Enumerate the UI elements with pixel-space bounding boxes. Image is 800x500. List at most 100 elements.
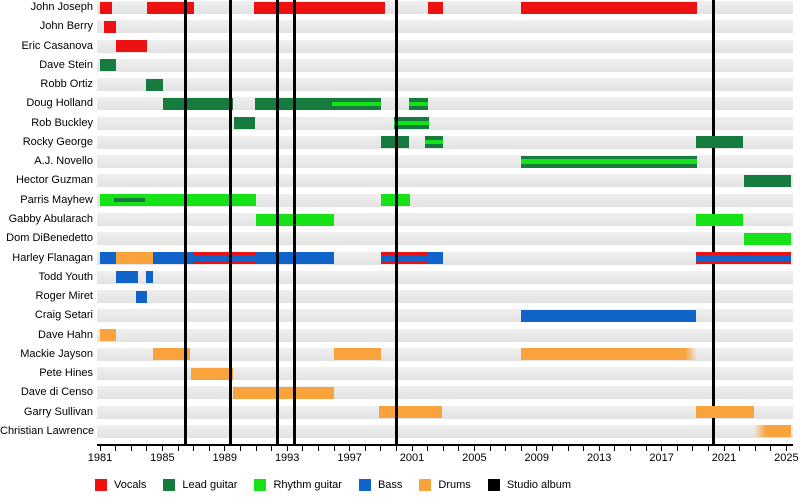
member-label: Craig Setari [34, 309, 93, 322]
axis-tick [692, 446, 694, 451]
axis-tick [645, 446, 647, 451]
axis-tick [614, 446, 616, 451]
member-label: Eric Casanova [21, 39, 93, 52]
timeline-bar-drums [695, 406, 754, 419]
axis-year-label: 2001 [399, 452, 425, 464]
member-label: Doug Holland [26, 97, 93, 110]
legend-swatch-bass [358, 479, 371, 491]
axis-tick [177, 446, 179, 451]
member-label: Roger Miret [35, 290, 93, 303]
row-track [97, 386, 793, 400]
timeline-bar-rhythm [743, 232, 792, 245]
member-label: Todd Youth [38, 270, 93, 283]
row-track [97, 135, 793, 149]
timeline-bar-vocals [427, 1, 444, 14]
axis-tick [239, 446, 241, 451]
member-label: Rocky George [22, 135, 93, 148]
axis-tick [208, 446, 210, 451]
secondary-role-stripe-rhythm [394, 121, 430, 126]
timeline-bar-lead [408, 97, 429, 110]
studio-album-line [394, 0, 398, 446]
member-label: Harley Flanagan [12, 251, 93, 264]
secondary-role-edge-vocals [380, 252, 428, 255]
axis-tick [598, 446, 600, 451]
axis-tick [707, 446, 709, 451]
row-track [97, 39, 793, 53]
axis-tick [115, 446, 117, 451]
member-label: Robb Ortiz [40, 78, 93, 91]
axis-tick [193, 446, 195, 451]
member-label: Dave Stein [39, 58, 93, 71]
axis-year-label: 1997 [337, 452, 362, 464]
secondary-role-stripe-rhythm [424, 140, 444, 145]
axis-tick [661, 446, 663, 451]
studio-album-line [183, 0, 187, 446]
timeline-bar-vocals [146, 1, 194, 14]
timeline-bar-bass [153, 252, 194, 264]
timeline-bar-bass [115, 271, 139, 284]
axis-tick [520, 446, 522, 451]
axis-tick [536, 446, 538, 451]
timeline-bar-vocals [521, 1, 698, 14]
member-label: Gabby Abularach [8, 213, 93, 225]
timeline-bar-bass [427, 252, 444, 264]
axis-tick [146, 446, 148, 451]
axis-tick [271, 446, 273, 451]
axis-tick [317, 446, 319, 451]
axis-tick [161, 446, 163, 451]
axis-tick [224, 446, 226, 451]
axis-tick [770, 446, 772, 451]
axis-year-label: 1985 [150, 452, 175, 464]
secondary-role-stripe-rhythm [408, 101, 429, 106]
member-label: Christian Lawrence [0, 424, 95, 437]
secondary-role-edge-vocals [695, 261, 792, 264]
timeline-bar-bass [100, 252, 117, 264]
timeline-bar-lead [163, 97, 234, 110]
axis-tick [489, 446, 491, 451]
legend-item-vocals: Vocals [95, 479, 146, 491]
axis-tick [255, 446, 257, 451]
member-label: Garry Sullivan [23, 405, 93, 418]
member-label: Pete Hines [39, 367, 93, 380]
timeline-bar-vocals [103, 20, 116, 33]
studio-album-line [292, 0, 296, 446]
x-axis-baseline [97, 444, 793, 446]
axis-tick [676, 446, 678, 451]
axis-tick [785, 446, 787, 451]
member-label: A.J. Novello [34, 155, 93, 168]
legend-item-bass: Bass [358, 479, 402, 491]
legend-label: Lead guitar [182, 479, 238, 491]
row-track [97, 20, 793, 34]
axis-tick [629, 446, 631, 451]
axis-year-label: 1993 [274, 452, 300, 464]
axis-year-label: 2013 [586, 452, 612, 464]
member-label: Dom DiBenedetto [6, 232, 93, 245]
timeline-bar-vocals [115, 40, 147, 52]
member-label: Dave Hahn [37, 328, 93, 341]
secondary-role-edge-vocals [380, 261, 428, 264]
axis-tick [130, 446, 132, 451]
row-track [97, 78, 793, 92]
timeline-bar-lead [695, 136, 744, 149]
member-label: Hector Guzman [15, 174, 93, 187]
legend-swatch-drums [419, 479, 432, 491]
axis-tick [286, 446, 288, 451]
member-label: Mackie Jayson [20, 347, 93, 360]
row-track [97, 193, 793, 207]
axis-year-label: 2005 [462, 452, 487, 464]
axis-tick [364, 446, 366, 451]
axis-year-label: 2025 [774, 452, 799, 464]
timeline-bar-drums [100, 329, 116, 342]
studio-album-line [276, 0, 280, 446]
timeline-bar-rhythm [695, 213, 744, 226]
axis-tick [442, 446, 444, 451]
timeline-bar-lead [380, 136, 409, 149]
row-track [97, 232, 793, 246]
timeline-bar-drums [190, 367, 233, 380]
axis-tick [411, 446, 413, 451]
legend-item-album: Studio album [487, 479, 571, 491]
legend-label: Drums [438, 479, 471, 491]
timeline-bar-lead [521, 155, 697, 168]
axis-tick [505, 446, 507, 451]
axis-tick [99, 446, 101, 451]
